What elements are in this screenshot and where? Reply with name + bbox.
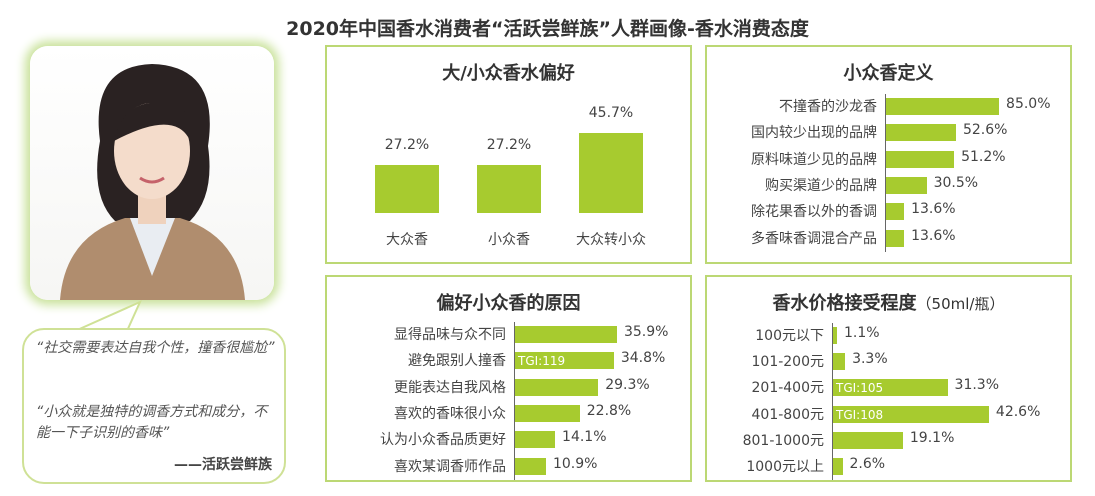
category-label: 原料味道少见的品牌 (751, 151, 877, 168)
data-label: 31.3% (954, 377, 1000, 394)
data-label: 2.6% (849, 456, 886, 472)
bar-0 (886, 98, 1000, 115)
category-label: 除花果香以外的香调 (751, 204, 877, 221)
chart-title: 偏好小众香的原因 (436, 293, 581, 314)
bar-2 (579, 133, 643, 213)
consumer-portrait (30, 46, 274, 300)
category-label: 喜欢的香味很小众 (394, 405, 506, 422)
data-label: 51.2% (961, 148, 1006, 165)
category-label: 国内较少出现的品牌 (751, 125, 877, 142)
category-label: 801-1000元 (742, 432, 824, 449)
bar-3 (515, 404, 580, 422)
chart-title-unit: （50ml/瓶） (916, 295, 1005, 313)
woman-portrait-illustration (60, 64, 245, 300)
tgi-label: TGI:108 (836, 407, 884, 422)
category-label: 显得品味与众不同 (394, 327, 506, 343)
category-label: 购买渠道少的品牌 (765, 177, 877, 194)
axis-line (832, 323, 833, 481)
category-label: 更能表达自我风格 (394, 379, 506, 396)
quote-signature: ——活跃尝鲜族 (174, 457, 272, 473)
bar-4 (886, 203, 905, 221)
category-label: 1000元以上 (746, 459, 824, 475)
data-label: 10.9% (552, 455, 598, 472)
speech-bubble-tail (74, 300, 142, 332)
panel-niche-definition: 小众香定义 不撞香的沙龙香 85.0% 国内较少出现的品牌 52.6% 原料味道少见的品… (705, 45, 1072, 264)
data-label: 45.7% (588, 105, 634, 122)
category-label: 401-800元 (751, 406, 825, 423)
data-label: 14.1% (562, 429, 607, 446)
bar-0 (515, 326, 617, 343)
chart-title: 小众香定义 (843, 63, 934, 84)
category-label: 大众香 (386, 232, 428, 248)
data-label: 30.5% (933, 174, 979, 191)
category-label: 201-400元 (751, 380, 825, 397)
chart-title: 大/小众香水偏好 (442, 63, 575, 84)
bar-5 (833, 458, 843, 475)
chart-title: 香水价格接受程度（50ml/瓶） (707, 289, 1070, 315)
bar-1 (477, 165, 541, 213)
data-label: 3.3% (852, 351, 888, 368)
axis-line (514, 322, 515, 480)
category-label: 大众转小众 (576, 232, 646, 248)
category-label: 喜欢某调香师作品 (394, 458, 506, 475)
bar-0 (833, 327, 838, 344)
bar-1 (515, 352, 614, 370)
data-label: 19.1% (909, 429, 955, 446)
bar-2 (886, 150, 955, 168)
bar-4 (515, 431, 556, 449)
bar-4 (833, 431, 903, 449)
bar-1 (886, 124, 956, 142)
category-label: 多香味香调混合产品 (751, 230, 877, 247)
category-label: 小众香 (488, 232, 530, 248)
quote-2: “小众就是独特的调香方式和成分，不能一下子识别的香味” (36, 404, 268, 441)
bar-1 (833, 353, 846, 371)
tgi-label: TGI:105 (836, 381, 884, 396)
panel-price-acceptance: 香水价格接受程度（50ml/瓶） 100元以下 1.1% 101-200元 3.3% 2… (705, 275, 1072, 482)
data-label: 13.6% (911, 201, 956, 218)
category-label: 101-200元 (751, 354, 825, 371)
panel-preference: 大/小众香水偏好 27.2% 大众香 27.2% 小众香 45.7% 大众转小众 (325, 45, 692, 264)
data-label: 52.6% (962, 122, 1008, 139)
data-label: 29.3% (605, 376, 650, 393)
quote-1: “社交需要表达自我个性，撞香很尴尬” (36, 340, 275, 356)
quote-bubble: “社交需要表达自我个性，撞香很尴尬” “小众就是独特的调香方式和成分，不能一下子… (22, 328, 286, 484)
category-label: 不撞香的沙龙香 (779, 99, 877, 115)
data-label: 42.6% (995, 403, 1041, 420)
tgi-label: TGI:119 (518, 354, 566, 369)
data-label: 27.2% (486, 137, 532, 154)
axis-line (885, 94, 886, 252)
bar-3 (833, 405, 989, 423)
data-label: 22.8% (586, 402, 632, 419)
bar-3 (886, 176, 927, 194)
category-label: 认为小众香品质更好 (380, 432, 506, 449)
category-label: 避免跟别人撞香 (408, 353, 506, 370)
data-label: 1.1% (844, 325, 880, 341)
page-title: 2020年中国香水消费者“活跃尝鲜族”人群画像-香水消费态度 (286, 18, 809, 40)
bar-2 (833, 379, 948, 397)
category-label: 100元以下 (755, 328, 824, 344)
data-label: 35.9% (623, 324, 669, 340)
bar-0 (375, 165, 439, 213)
data-label: 34.8% (620, 350, 666, 367)
bar-5 (515, 457, 546, 475)
bar-2 (515, 378, 599, 396)
data-label: 85.0% (1006, 96, 1051, 112)
data-label: 13.6% (911, 227, 956, 244)
panel-niche-reasons: 偏好小众香的原因 显得品味与众不同 35.9% 避免跟别人撞香 34.8% TGI:11… (325, 275, 692, 482)
data-label: 27.2% (384, 137, 430, 154)
chart-title-main: 香水价格接受程度 (772, 293, 917, 314)
bar-5 (886, 229, 905, 247)
